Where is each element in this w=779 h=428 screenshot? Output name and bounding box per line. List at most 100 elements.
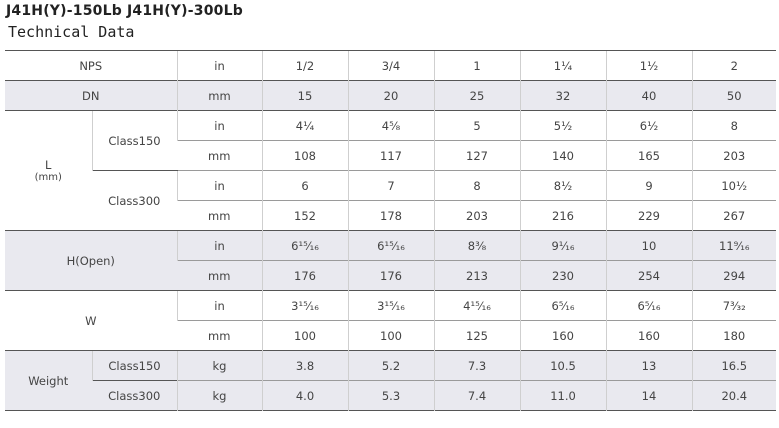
value-cell: 4¹⁵⁄₁₆ xyxy=(433,290,520,321)
value-cell: 16.5 xyxy=(691,350,776,381)
value-cell: 108 xyxy=(261,140,348,171)
table-row: Class300 in 6 7 8 8¹⁄₂ 9 10¹⁄₂ xyxy=(5,170,776,231)
value-cell: 10.5 xyxy=(519,350,606,381)
unit-cell: in xyxy=(176,110,262,141)
subgroup-label: Class300 xyxy=(92,380,177,411)
table-row: mm 176 176 213 230 254 294 xyxy=(5,260,776,291)
value-cell: 203 xyxy=(433,200,520,231)
value-cell: 176 xyxy=(347,260,434,291)
table-row: DN mm 15 20 25 32 40 50 xyxy=(5,80,776,111)
value-cell: 2 xyxy=(691,50,776,81)
value-cell: 10¹⁄₂ xyxy=(691,170,776,201)
table-row: L (mm) Class150 in 4¹⁄₄ 4⁵⁄₈ 5 5¹⁄₂ 6¹⁄₂ 8 xyxy=(5,110,776,231)
value-cell: 20.4 xyxy=(691,380,776,411)
value-cell: 165 xyxy=(605,140,692,171)
value-cell: 25 xyxy=(433,80,520,111)
value-cell: 1/2 xyxy=(261,50,348,81)
value-cell: 6⁵⁄₁₆ xyxy=(605,290,692,321)
unit-cell: kg xyxy=(176,380,262,411)
value-cell: 9¹⁄₁₆ xyxy=(519,230,606,261)
group-label-text: DN xyxy=(82,88,100,103)
value-cell: 6¹⁵⁄₁₆ xyxy=(347,230,434,261)
value-cell: 7 xyxy=(347,170,434,201)
technical-data-table: NPS in 1/2 3/4 1 1¹⁄₄ 1¹⁄₂ 2 DN mm 15 20 25 32 40 50 L (m… xyxy=(5,50,776,411)
value-cell: 254 xyxy=(605,260,692,291)
value-cell: 8 xyxy=(691,110,776,141)
group-label: Weight xyxy=(5,350,92,411)
unit-cell: in xyxy=(176,290,262,321)
value-cell: 4⁵⁄₈ xyxy=(347,110,434,141)
group-label-text: H(Open) xyxy=(66,253,115,268)
value-cell: 229 xyxy=(605,200,692,231)
value-cell: 7.3 xyxy=(433,350,520,381)
value-cell: 9 xyxy=(605,170,692,201)
value-cell: 5.2 xyxy=(347,350,434,381)
group-label: W xyxy=(5,290,177,351)
table-row: H(Open) in 6¹⁵⁄₁₆ 6¹⁵⁄₁₆ 8³⁄₈ 9¹⁄₁₆ 10 11⁹⁄₁₆ xyxy=(5,230,776,291)
value-cell: 20 xyxy=(347,80,434,111)
value-cell: 32 xyxy=(519,80,606,111)
value-cell: 230 xyxy=(519,260,606,291)
value-cell: 10 xyxy=(605,230,692,261)
title: J41H(Y)-150Lb J41H(Y)-300Lb xyxy=(6,3,243,19)
value-cell: 160 xyxy=(519,320,606,351)
group-label-text: W xyxy=(85,313,97,328)
value-cell: 8 xyxy=(433,170,520,201)
value-cell: 267 xyxy=(691,200,776,231)
value-cell: 7³⁄₃₂ xyxy=(691,290,776,321)
value-cell: 1 xyxy=(433,50,520,81)
value-cell: 11⁹⁄₁₆ xyxy=(691,230,776,261)
value-cell: 40 xyxy=(605,80,692,111)
value-cell: 8³⁄₈ xyxy=(433,230,520,261)
value-cell: 160 xyxy=(605,320,692,351)
value-cell: 152 xyxy=(261,200,348,231)
group-label-text: NPS xyxy=(79,58,103,73)
value-cell: 213 xyxy=(433,260,520,291)
table-row: mm 108 117 127 140 165 203 xyxy=(5,140,776,171)
subgroup-label: Class150 xyxy=(91,110,177,171)
value-cell: 4¹⁄₄ xyxy=(261,110,348,141)
value-cell: 6 xyxy=(261,170,348,201)
group-label: NPS xyxy=(5,50,177,81)
group-note: (mm) xyxy=(34,172,62,183)
value-cell: 11.0 xyxy=(519,380,606,411)
value-cell: 100 xyxy=(261,320,348,351)
value-cell: 3.8 xyxy=(261,350,348,381)
value-cell: 3¹⁵⁄₁₆ xyxy=(347,290,434,321)
value-cell: 7.4 xyxy=(433,380,520,411)
unit-cell: mm xyxy=(177,140,262,171)
value-cell: 294 xyxy=(691,260,776,291)
table-row: Class300 kg 4.0 5.3 7.4 11.0 14 20.4 xyxy=(5,380,776,411)
value-cell: 5.3 xyxy=(347,380,434,411)
value-cell: 216 xyxy=(519,200,606,231)
unit-cell: mm xyxy=(176,80,262,111)
value-cell: 1¹⁄₄ xyxy=(519,50,606,81)
value-cell: 178 xyxy=(347,200,434,231)
value-cell: 6⁵⁄₁₆ xyxy=(519,290,606,321)
group-label: H(Open) xyxy=(5,230,177,291)
group-label: L (mm) xyxy=(5,110,92,231)
value-cell: 3¹⁵⁄₁₆ xyxy=(261,290,348,321)
value-cell: 15 xyxy=(261,80,348,111)
value-cell: 5¹⁄₂ xyxy=(519,110,606,141)
unit-cell: in xyxy=(176,170,262,201)
value-cell: 100 xyxy=(347,320,434,351)
value-cell: 3/4 xyxy=(347,50,434,81)
group-label-text: Weight xyxy=(28,373,69,388)
value-cell: 6¹⁄₂ xyxy=(605,110,692,141)
value-cell: 4.0 xyxy=(261,380,348,411)
value-cell: 1¹⁄₂ xyxy=(605,50,692,81)
table-row: mm 152 178 203 216 229 267 xyxy=(5,200,776,231)
table-row: Weight Class150 kg 3.8 5.2 7.3 10.5 13 16.5 xyxy=(5,350,776,411)
value-cell: 13 xyxy=(605,350,692,381)
value-cell: 180 xyxy=(691,320,776,351)
unit-cell: mm xyxy=(177,200,262,231)
unit-cell: mm xyxy=(177,260,262,291)
unit-cell: in xyxy=(176,50,262,81)
value-cell: 176 xyxy=(261,260,348,291)
value-cell: 14 xyxy=(605,380,692,411)
group-label: DN xyxy=(5,80,177,111)
table-row: NPS in 1/2 3/4 1 1¹⁄₄ 1¹⁄₂ 2 xyxy=(5,50,776,81)
